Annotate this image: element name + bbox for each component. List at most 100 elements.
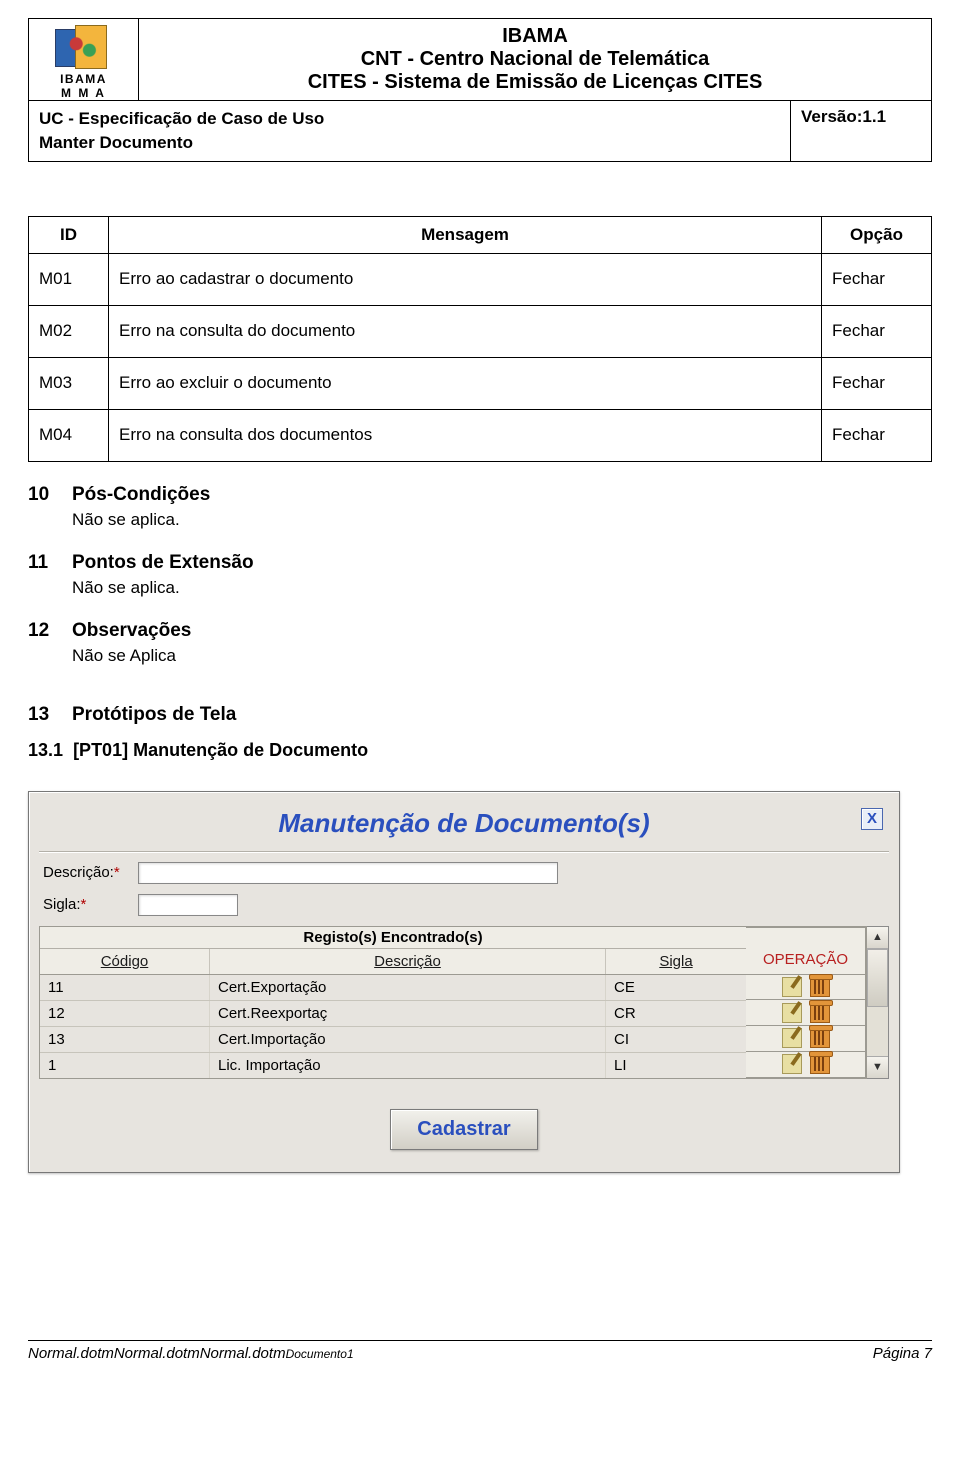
section-body: Não se aplica.: [72, 510, 932, 530]
table-row: M02 Erro na consulta do documento Fechar: [29, 305, 932, 357]
section-13: 13Protótipos de Tela 13.1 [PT01] Manuten…: [28, 704, 932, 761]
subsection-num: 13.1: [28, 740, 63, 760]
footer-right: Página 7: [873, 1345, 932, 1362]
uc-line-2: Manter Documento: [39, 131, 780, 155]
section-title: Pós-Condições: [72, 484, 210, 505]
msg-text: Erro ao cadastrar o documento: [109, 253, 822, 305]
scroll-track[interactable]: [867, 949, 888, 1056]
scroll-up-icon[interactable]: ▲: [867, 927, 888, 949]
delete-icon[interactable]: [810, 1054, 830, 1074]
form-row-sigla: Sigla:*: [43, 894, 889, 916]
header-title-3: CITES - Sistema de Emissão de Licenças C…: [143, 71, 927, 94]
grid-row: 12 Cert.Reexportaç CR: [40, 1001, 746, 1027]
col-descricao[interactable]: Descrição: [210, 949, 606, 974]
label-descricao: Descrição:*: [43, 864, 138, 881]
oper-cell: [746, 1052, 866, 1078]
section-body: Não se Aplica: [72, 646, 932, 666]
msg-text: Erro na consulta dos documentos: [109, 409, 822, 461]
col-op: Opção: [822, 216, 932, 253]
edit-icon[interactable]: [782, 1003, 802, 1023]
cadastrar-button[interactable]: Cadastrar: [390, 1109, 537, 1150]
page-footer: Normal.dotmNormal.dotmNormal.dotmDocumen…: [28, 1340, 932, 1362]
cell-codigo: 11: [40, 975, 210, 1000]
msg-op: Fechar: [822, 253, 932, 305]
grid-title: Registo(s) Encontrado(s): [40, 927, 746, 949]
prototype-title: Manutenção de Documento(s): [278, 808, 649, 839]
table-row: M04 Erro na consulta dos documentos Fech…: [29, 409, 932, 461]
msg-id: M03: [29, 357, 109, 409]
section-title: Observações: [72, 620, 191, 641]
cell-sigla: CI: [606, 1027, 746, 1052]
col-sigla[interactable]: Sigla: [606, 949, 746, 974]
col-codigo[interactable]: Código: [40, 949, 210, 974]
subsection-title: [PT01] Manutenção de Documento: [73, 740, 368, 760]
msg-op: Fechar: [822, 357, 932, 409]
cell-descricao: Lic. Importação: [210, 1053, 606, 1078]
cell-descricao: Cert.Importação: [210, 1027, 606, 1052]
section-num: 10: [28, 484, 72, 506]
label-sigla: Sigla:*: [43, 896, 138, 913]
header-title-1: IBAMA: [143, 25, 927, 48]
oper-cell: [746, 1026, 866, 1052]
msg-id: M01: [29, 253, 109, 305]
form-row-descricao: Descrição:*: [43, 862, 889, 884]
divider: [39, 851, 889, 852]
msg-text: Erro na consulta do documento: [109, 305, 822, 357]
delete-icon[interactable]: [810, 1028, 830, 1048]
results-grid: Registo(s) Encontrado(s) Código Descriçã…: [39, 926, 889, 1079]
grid-row: 11 Cert.Exportação CE: [40, 975, 746, 1001]
table-row: M03 Erro ao excluir o documento Fechar: [29, 357, 932, 409]
cell-sigla: CR: [606, 1001, 746, 1026]
col-operacao: OPERAÇÃO: [746, 927, 866, 975]
msg-op: Fechar: [822, 305, 932, 357]
cell-sigla: LI: [606, 1053, 746, 1078]
cell-sigla: CE: [606, 975, 746, 1000]
cell-descricao: Cert.Exportação: [210, 975, 606, 1000]
scroll-down-icon[interactable]: ▼: [867, 1056, 888, 1078]
ibama-logo-icon: [53, 25, 115, 71]
section-num: 12: [28, 620, 72, 642]
col-msg: Mensagem: [109, 216, 822, 253]
section-10: 10Pós-Condições Não se aplica.: [28, 484, 932, 530]
edit-icon[interactable]: [782, 977, 802, 997]
cell-descricao: Cert.Reexportaç: [210, 1001, 606, 1026]
uc-line-1: UC - Especificação de Caso de Uso: [39, 107, 780, 131]
document-header: IBAMA M M A IBAMA CNT - Centro Nacional …: [28, 18, 932, 162]
edit-icon[interactable]: [782, 1028, 802, 1048]
table-row: M01 Erro ao cadastrar o documento Fechar: [29, 253, 932, 305]
msg-op: Fechar: [822, 409, 932, 461]
scroll-thumb[interactable]: [867, 949, 888, 1008]
scrollbar[interactable]: ▲ ▼: [867, 926, 889, 1079]
sigla-input[interactable]: [138, 894, 238, 916]
descricao-input[interactable]: [138, 862, 558, 884]
msg-text: Erro ao excluir o documento: [109, 357, 822, 409]
logo-cell: IBAMA M M A: [29, 19, 139, 100]
grid-row: 13 Cert.Importação CI: [40, 1027, 746, 1053]
edit-icon[interactable]: [782, 1054, 802, 1074]
section-body: Não se aplica.: [72, 578, 932, 598]
oper-cell: [746, 1000, 866, 1026]
delete-icon[interactable]: [810, 1003, 830, 1023]
msg-id: M04: [29, 409, 109, 461]
header-title-2: CNT - Centro Nacional de Telemática: [143, 48, 927, 71]
delete-icon[interactable]: [810, 977, 830, 997]
oper-cell: [746, 975, 866, 1001]
header-titles: IBAMA CNT - Centro Nacional de Telemátic…: [139, 19, 931, 100]
uc-cell: UC - Especificação de Caso de Uso Manter…: [29, 101, 791, 161]
close-button[interactable]: X: [861, 808, 883, 830]
section-12: 12Observações Não se Aplica: [28, 620, 932, 666]
logo-text: IBAMA: [53, 73, 115, 85]
section-num: 13: [28, 704, 72, 726]
section-11: 11Pontos de Extensão Não se aplica.: [28, 552, 932, 598]
col-id: ID: [29, 216, 109, 253]
version-cell: Versão:1.1: [791, 101, 931, 161]
cell-codigo: 13: [40, 1027, 210, 1052]
logo-subtext: M M A: [53, 85, 115, 99]
messages-table: ID Mensagem Opção M01 Erro ao cadastrar …: [28, 216, 932, 462]
section-title: Protótipos de Tela: [72, 704, 236, 725]
prototype-window: Manutenção de Documento(s) X Descrição:*…: [28, 791, 900, 1173]
footer-left: Normal.dotmNormal.dotmNormal.dotmDocumen…: [28, 1345, 354, 1362]
section-num: 11: [28, 552, 72, 574]
cell-codigo: 1: [40, 1053, 210, 1078]
grid-row: 1 Lic. Importação LI: [40, 1053, 746, 1078]
